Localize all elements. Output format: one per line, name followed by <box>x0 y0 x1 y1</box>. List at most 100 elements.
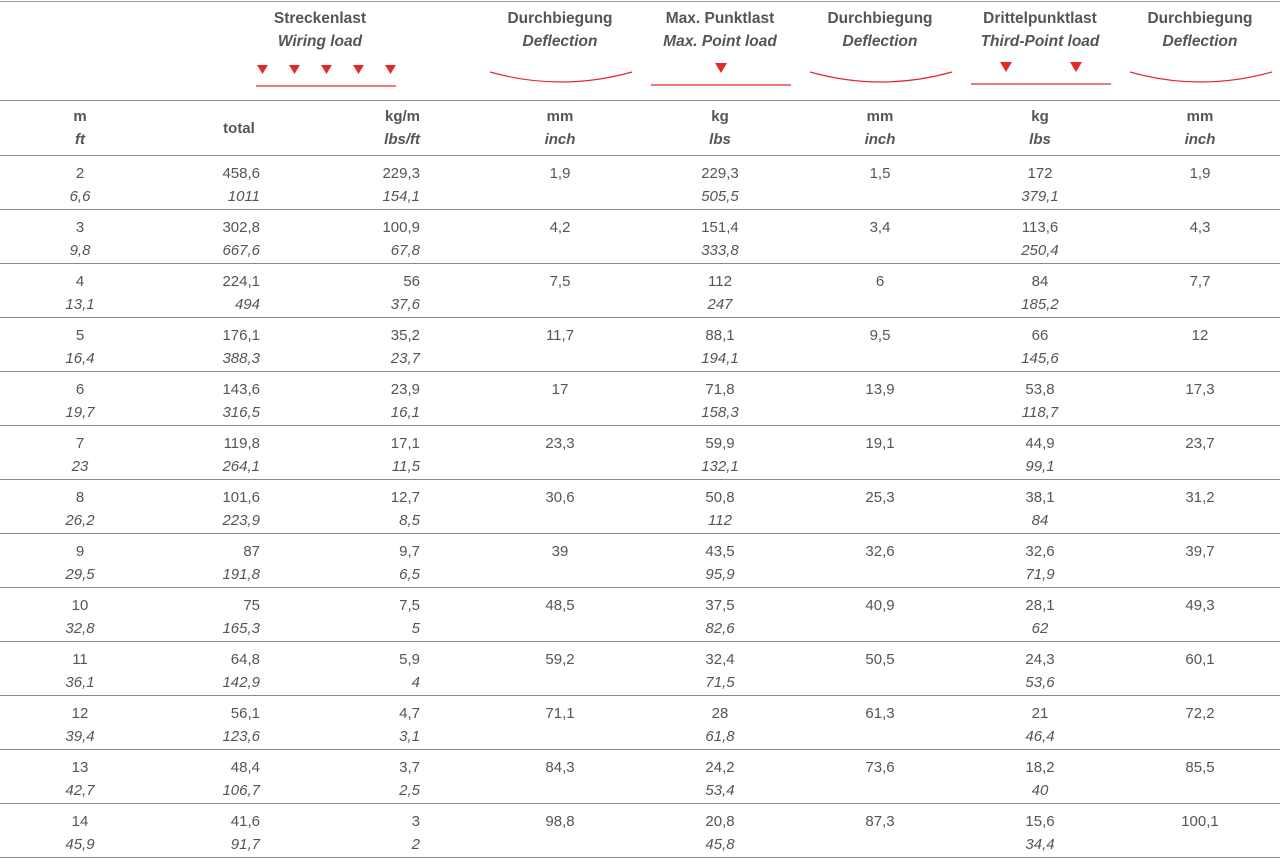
cell-deflection-2: 3,4 <box>840 216 920 239</box>
cell-load-metric: 3 <box>411 813 420 830</box>
cell-deflection-2: 61,3 <box>840 702 920 725</box>
row-rule <box>0 533 1280 534</box>
cell-total-metric: 458,6 <box>222 165 260 182</box>
table-row: 5 16,4 176,1 388,3 35,2 23,7 11,7 88,1 194,1 9,5 6… <box>0 318 1280 372</box>
cell-deflection-2: 19,1 <box>840 432 920 455</box>
unit-deflection-3-mm: mm <box>1186 108 1214 125</box>
cell-load-imperial: 8,5 <box>399 512 420 529</box>
cell-span-metric: 11 <box>72 651 88 668</box>
cell-load-metric: 12,7 <box>390 489 420 506</box>
unit-third-point-load: kg lbs <box>1000 105 1080 151</box>
cell-load-metric: 100,9 <box>382 219 420 236</box>
cell-load-imperial: 6,5 <box>399 566 420 583</box>
row-rule <box>0 479 1280 480</box>
cell-point-load-imperial: 505,5 <box>701 188 739 205</box>
cell-total: 119,8 264,1 <box>160 432 260 478</box>
cell-deflection-3-metric: 60,1 <box>1185 651 1215 668</box>
cell-deflection-1: 1,9 <box>520 162 600 185</box>
cell-load-metric: 3,7 <box>399 759 420 776</box>
cell-point-load-metric: 112 <box>708 273 732 290</box>
cell-point-load-imperial: 132,1 <box>701 458 739 475</box>
row-rule <box>0 587 1280 588</box>
cell-point-load: 71,8 158,3 <box>680 378 760 424</box>
cell-deflection-2-metric: 61,3 <box>865 705 895 722</box>
cell-third-point-load-metric: 38,1 <box>1025 489 1055 506</box>
third-point-load-diagram <box>970 56 1112 92</box>
header-third-point-load-en: Third-Point load <box>980 33 1100 50</box>
cell-deflection-2: 32,6 <box>840 540 920 563</box>
cell-load-metric: 5,9 <box>399 651 420 668</box>
cell-span-metric: 4 <box>75 273 85 290</box>
units-rule <box>0 155 1280 156</box>
cell-point-load: 32,4 71,5 <box>680 648 760 694</box>
header-deflection-2: Durchbiegung Deflection <box>800 7 960 53</box>
cell-third-point-load-imperial: 145,6 <box>1021 350 1059 367</box>
cell-deflection-2: 73,6 <box>840 756 920 779</box>
cell-load-metric: 35,2 <box>390 327 420 344</box>
cell-span-metric: 9 <box>75 543 85 560</box>
cell-third-point-load-imperial: 62 <box>1031 620 1049 637</box>
unit-deflection-2-mm: mm <box>866 108 894 125</box>
cell-deflection-1-metric: 48,5 <box>545 597 575 614</box>
row-rule <box>0 695 1280 696</box>
cell-span: 8 26,2 <box>40 486 120 532</box>
cell-third-point-load-metric: 28,1 <box>1025 597 1055 614</box>
header-deflection-3: Durchbiegung Deflection <box>1120 7 1280 53</box>
cell-load-metric: 23,9 <box>390 381 420 398</box>
cell-deflection-2: 25,3 <box>840 486 920 509</box>
table-row: 10 32,8 75 165,3 7,5 5 48,5 37,5 82,6 40,9 28,1 62 4… <box>0 588 1280 642</box>
cell-point-load: 37,5 82,6 <box>680 594 760 640</box>
cell-deflection-1-metric: 4,2 <box>549 219 571 236</box>
row-rule <box>0 857 1280 858</box>
cell-deflection-3: 60,1 <box>1160 648 1240 671</box>
cell-deflection-2-metric: 87,3 <box>865 813 895 830</box>
cell-deflection-3-metric: 4,3 <box>1189 219 1211 236</box>
unit-point-load: kg lbs <box>680 105 760 151</box>
cell-total-metric: 302,8 <box>222 219 260 236</box>
table-row: 11 36,1 64,8 142,9 5,9 4 59,2 32,4 71,5 50,5 24,3 5… <box>0 642 1280 696</box>
cell-span-imperial: 6,6 <box>69 188 91 205</box>
cell-third-point-load: 24,3 53,6 <box>1000 648 1080 694</box>
cell-deflection-3: 31,2 <box>1160 486 1240 509</box>
cell-load: 229,3 154,1 <box>320 162 420 208</box>
cell-total: 56,1 123,6 <box>160 702 260 748</box>
cell-deflection-3: 85,5 <box>1160 756 1240 779</box>
header-rule <box>0 100 1280 101</box>
cell-third-point-load: 15,6 34,4 <box>1000 810 1080 856</box>
cell-third-point-load-imperial: 53,6 <box>1025 674 1055 691</box>
cell-total-metric: 48,4 <box>230 759 260 776</box>
cell-deflection-1: 4,2 <box>520 216 600 239</box>
cell-total: 64,8 142,9 <box>160 648 260 694</box>
cell-total-metric: 87 <box>243 543 260 560</box>
cell-point-load-imperial: 247 <box>707 296 733 313</box>
cell-deflection-2: 6 <box>840 270 920 293</box>
cell-third-point-load-imperial: 84 <box>1031 512 1049 529</box>
cell-load-imperial: 37,6 <box>390 296 420 313</box>
cell-third-point-load-imperial: 185,2 <box>1021 296 1059 313</box>
cell-third-point-load: 28,1 62 <box>1000 594 1080 640</box>
cell-third-point-load: 44,9 99,1 <box>1000 432 1080 478</box>
cell-third-point-load: 172 379,1 <box>1000 162 1080 208</box>
cell-deflection-3: 100,1 <box>1160 810 1240 833</box>
cell-load-imperial: 11,5 <box>391 458 420 475</box>
cell-span-imperial: 36,1 <box>65 674 95 691</box>
cell-point-load-imperial: 112 <box>708 512 732 529</box>
cell-total-metric: 143,6 <box>222 381 260 398</box>
cell-deflection-2-metric: 50,5 <box>865 651 895 668</box>
cell-deflection-2: 40,9 <box>840 594 920 617</box>
cell-load: 4,7 3,1 <box>320 702 420 748</box>
cell-span-metric: 7 <box>75 435 85 452</box>
cell-total: 143,6 316,5 <box>160 378 260 424</box>
cell-point-load: 28 61,8 <box>680 702 760 748</box>
cell-span-imperial: 29,5 <box>65 566 95 583</box>
cell-span: 7 23 <box>40 432 120 478</box>
cell-point-load: 59,9 132,1 <box>680 432 760 478</box>
cell-span-imperial: 23 <box>71 458 89 475</box>
unit-deflection-1: mm inch <box>520 105 600 151</box>
header-deflection-2-en: Deflection <box>842 33 918 50</box>
cell-span-imperial: 16,4 <box>65 350 95 367</box>
cell-point-load-metric: 37,5 <box>705 597 735 614</box>
table-row: 2 6,6 458,6 1011 229,3 154,1 1,9 229,3 505,5 1,5 1… <box>0 156 1280 210</box>
cell-point-load-imperial: 158,3 <box>701 404 739 421</box>
cell-third-point-load-metric: 84 <box>1031 273 1049 290</box>
